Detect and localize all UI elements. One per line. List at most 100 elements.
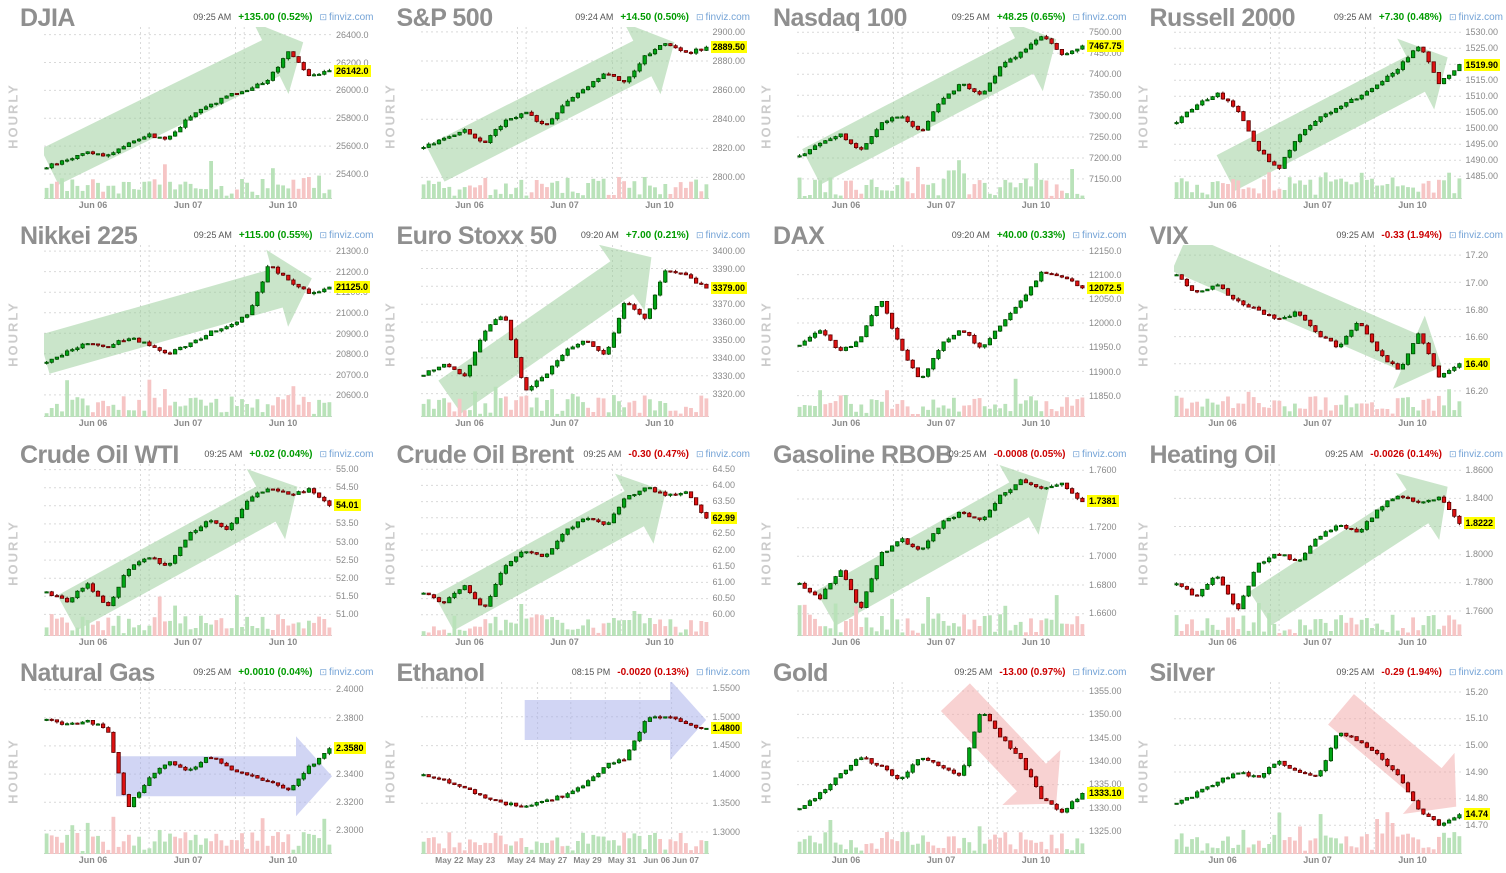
finviz-link[interactable]: ⊡ finviz.com xyxy=(320,449,374,460)
y-tick-label: 1.7800 xyxy=(1465,577,1494,588)
candlesticks xyxy=(420,269,709,392)
x-tick-label: Jun 10 xyxy=(1021,200,1051,210)
chart-popup-icon: ⊡ xyxy=(1072,666,1081,677)
chart-canvas[interactable] xyxy=(797,463,1085,636)
chart-canvas[interactable] xyxy=(420,463,709,636)
x-tick-label: Jun 07 xyxy=(926,418,956,429)
finviz-link[interactable]: ⊡ finviz.com xyxy=(696,667,750,678)
x-tick-label: Jun 06 xyxy=(831,418,861,429)
x-tick-label: Jun 07 xyxy=(550,636,579,647)
chart-canvas[interactable] xyxy=(797,245,1085,418)
y-tick-label: 1.5000 xyxy=(712,711,741,722)
chart-canvas[interactable] xyxy=(420,681,709,854)
finviz-link[interactable]: ⊡ finviz.com xyxy=(1073,667,1127,678)
x-tick-label: Jun 06 xyxy=(78,200,108,210)
quote-time: 09:25 AM xyxy=(1336,666,1375,677)
chart-popup-icon: ⊡ xyxy=(1072,12,1081,22)
y-tick-label: 14.90 xyxy=(1465,766,1489,777)
x-tick-label: Jun 10 xyxy=(268,636,298,647)
chart-header: 09:25 AM +115.00 (0.55%) ⊡ finviz.com xyxy=(194,230,374,241)
y-tick-label: 1500.00 xyxy=(1465,123,1499,134)
last-price-tag: 1333.10 xyxy=(1087,787,1124,800)
trend-arrow-up xyxy=(816,464,1051,626)
finviz-link[interactable]: ⊡ finviz.com xyxy=(320,667,374,678)
x-tick-label: Jun 10 xyxy=(1398,200,1427,210)
y-tick-label: 2860.00 xyxy=(712,85,746,96)
y-tick-label: 25600.0 xyxy=(336,141,369,152)
finviz-link-label: finviz.com xyxy=(1082,230,1127,242)
finviz-link[interactable]: ⊡ finviz.com xyxy=(1449,230,1503,241)
candlesticks xyxy=(797,712,1085,814)
candlesticks xyxy=(1173,45,1462,170)
chart-canvas[interactable] xyxy=(1173,681,1462,854)
chart-canvas[interactable] xyxy=(420,27,709,199)
x-tick-label: Jun 07 xyxy=(550,200,579,210)
chart-title: Natural Gas xyxy=(20,658,155,687)
chart-title: Russell 2000 xyxy=(1149,4,1296,32)
y-tick-label: 1345.00 xyxy=(1089,732,1122,743)
volume-bars xyxy=(44,816,332,854)
candlesticks xyxy=(44,51,332,170)
chart-canvas[interactable] xyxy=(44,463,332,636)
finviz-link[interactable]: ⊡ finviz.com xyxy=(320,12,374,23)
candlesticks xyxy=(44,718,332,808)
timeframe-label: HOURLY xyxy=(382,737,397,804)
finviz-link[interactable]: ⊡ finviz.com xyxy=(320,230,374,241)
finviz-link[interactable]: ⊡ finviz.com xyxy=(1449,449,1503,460)
x-tick-label: Jun 06 xyxy=(643,854,671,865)
y-tick-label: 1330.00 xyxy=(1089,802,1122,813)
y-tick-label: 1510.00 xyxy=(1465,91,1499,102)
y-tick-label: 3330.00 xyxy=(712,371,746,382)
trend-arrow-up xyxy=(1216,38,1448,191)
y-tick-label: 64.50 xyxy=(712,463,736,474)
last-price-tag: 21125.0 xyxy=(334,281,371,294)
chart-header: 09:25 AM -13.00 (0.97%) ⊡ finviz.com xyxy=(954,667,1126,678)
quote-time: 08:15 PM xyxy=(571,666,611,677)
candlesticks xyxy=(420,486,709,607)
chart-canvas[interactable] xyxy=(44,27,332,199)
timeframe-label: HOURLY xyxy=(382,519,397,586)
chart-title: Nikkei 225 xyxy=(20,222,138,251)
candlesticks xyxy=(797,477,1085,609)
chart-title: DAX xyxy=(773,222,825,251)
finviz-link[interactable]: ⊡ finviz.com xyxy=(1073,449,1127,460)
chart-canvas[interactable] xyxy=(44,681,332,854)
finviz-link[interactable]: ⊡ finviz.com xyxy=(696,449,750,460)
quote-change: +115.00 (0.55%) xyxy=(238,230,313,242)
x-tick-label: Jun 10 xyxy=(268,418,298,429)
chart-canvas[interactable] xyxy=(1173,245,1462,418)
quote-change: -0.30 (0.47%) xyxy=(628,448,689,460)
chart-canvas[interactable] xyxy=(1173,27,1462,199)
finviz-link[interactable]: ⊡ finviz.com xyxy=(696,12,750,23)
candlesticks xyxy=(797,271,1085,379)
chart-canvas[interactable] xyxy=(797,681,1085,854)
chart-canvas[interactable] xyxy=(420,245,709,418)
x-tick-label: Jun 10 xyxy=(1398,418,1427,429)
y-tick-label: 15.10 xyxy=(1465,713,1489,724)
last-price-tag: 3379.00 xyxy=(710,282,748,295)
quote-time: 09:25 AM xyxy=(1333,12,1372,22)
chart-popup-icon: ⊡ xyxy=(696,12,704,22)
chart-popup-icon: ⊡ xyxy=(696,448,704,459)
y-tick-label: 26000.0 xyxy=(336,85,369,96)
y-tick-label: 7450.00 xyxy=(1089,48,1122,59)
y-tick-label: 52.50 xyxy=(336,554,359,565)
chart-canvas[interactable] xyxy=(1173,463,1462,636)
y-tick-label: 15.20 xyxy=(1465,686,1489,697)
finviz-link[interactable]: ⊡ finviz.com xyxy=(1073,230,1127,241)
y-tick-label: 60.00 xyxy=(712,609,736,620)
finviz-link[interactable]: ⊡ finviz.com xyxy=(1449,667,1503,678)
quote-time: 09:25 AM xyxy=(1325,448,1364,459)
finviz-link-label: finviz.com xyxy=(1458,666,1503,678)
chart-canvas[interactable] xyxy=(44,245,332,418)
quote-change: +135.00 (0.52%) xyxy=(238,12,313,23)
finviz-link[interactable]: ⊡ finviz.com xyxy=(1073,12,1127,23)
chart-canvas[interactable] xyxy=(797,27,1085,199)
timeframe-label: HOURLY xyxy=(5,519,21,586)
finviz-link[interactable]: ⊡ finviz.com xyxy=(696,230,750,241)
y-tick-label: 1530.00 xyxy=(1465,27,1499,38)
last-price-tag: 1519.90 xyxy=(1463,58,1501,71)
finviz-link[interactable]: ⊡ finviz.com xyxy=(1449,12,1503,23)
timeframe-label: HOURLY xyxy=(382,301,397,368)
